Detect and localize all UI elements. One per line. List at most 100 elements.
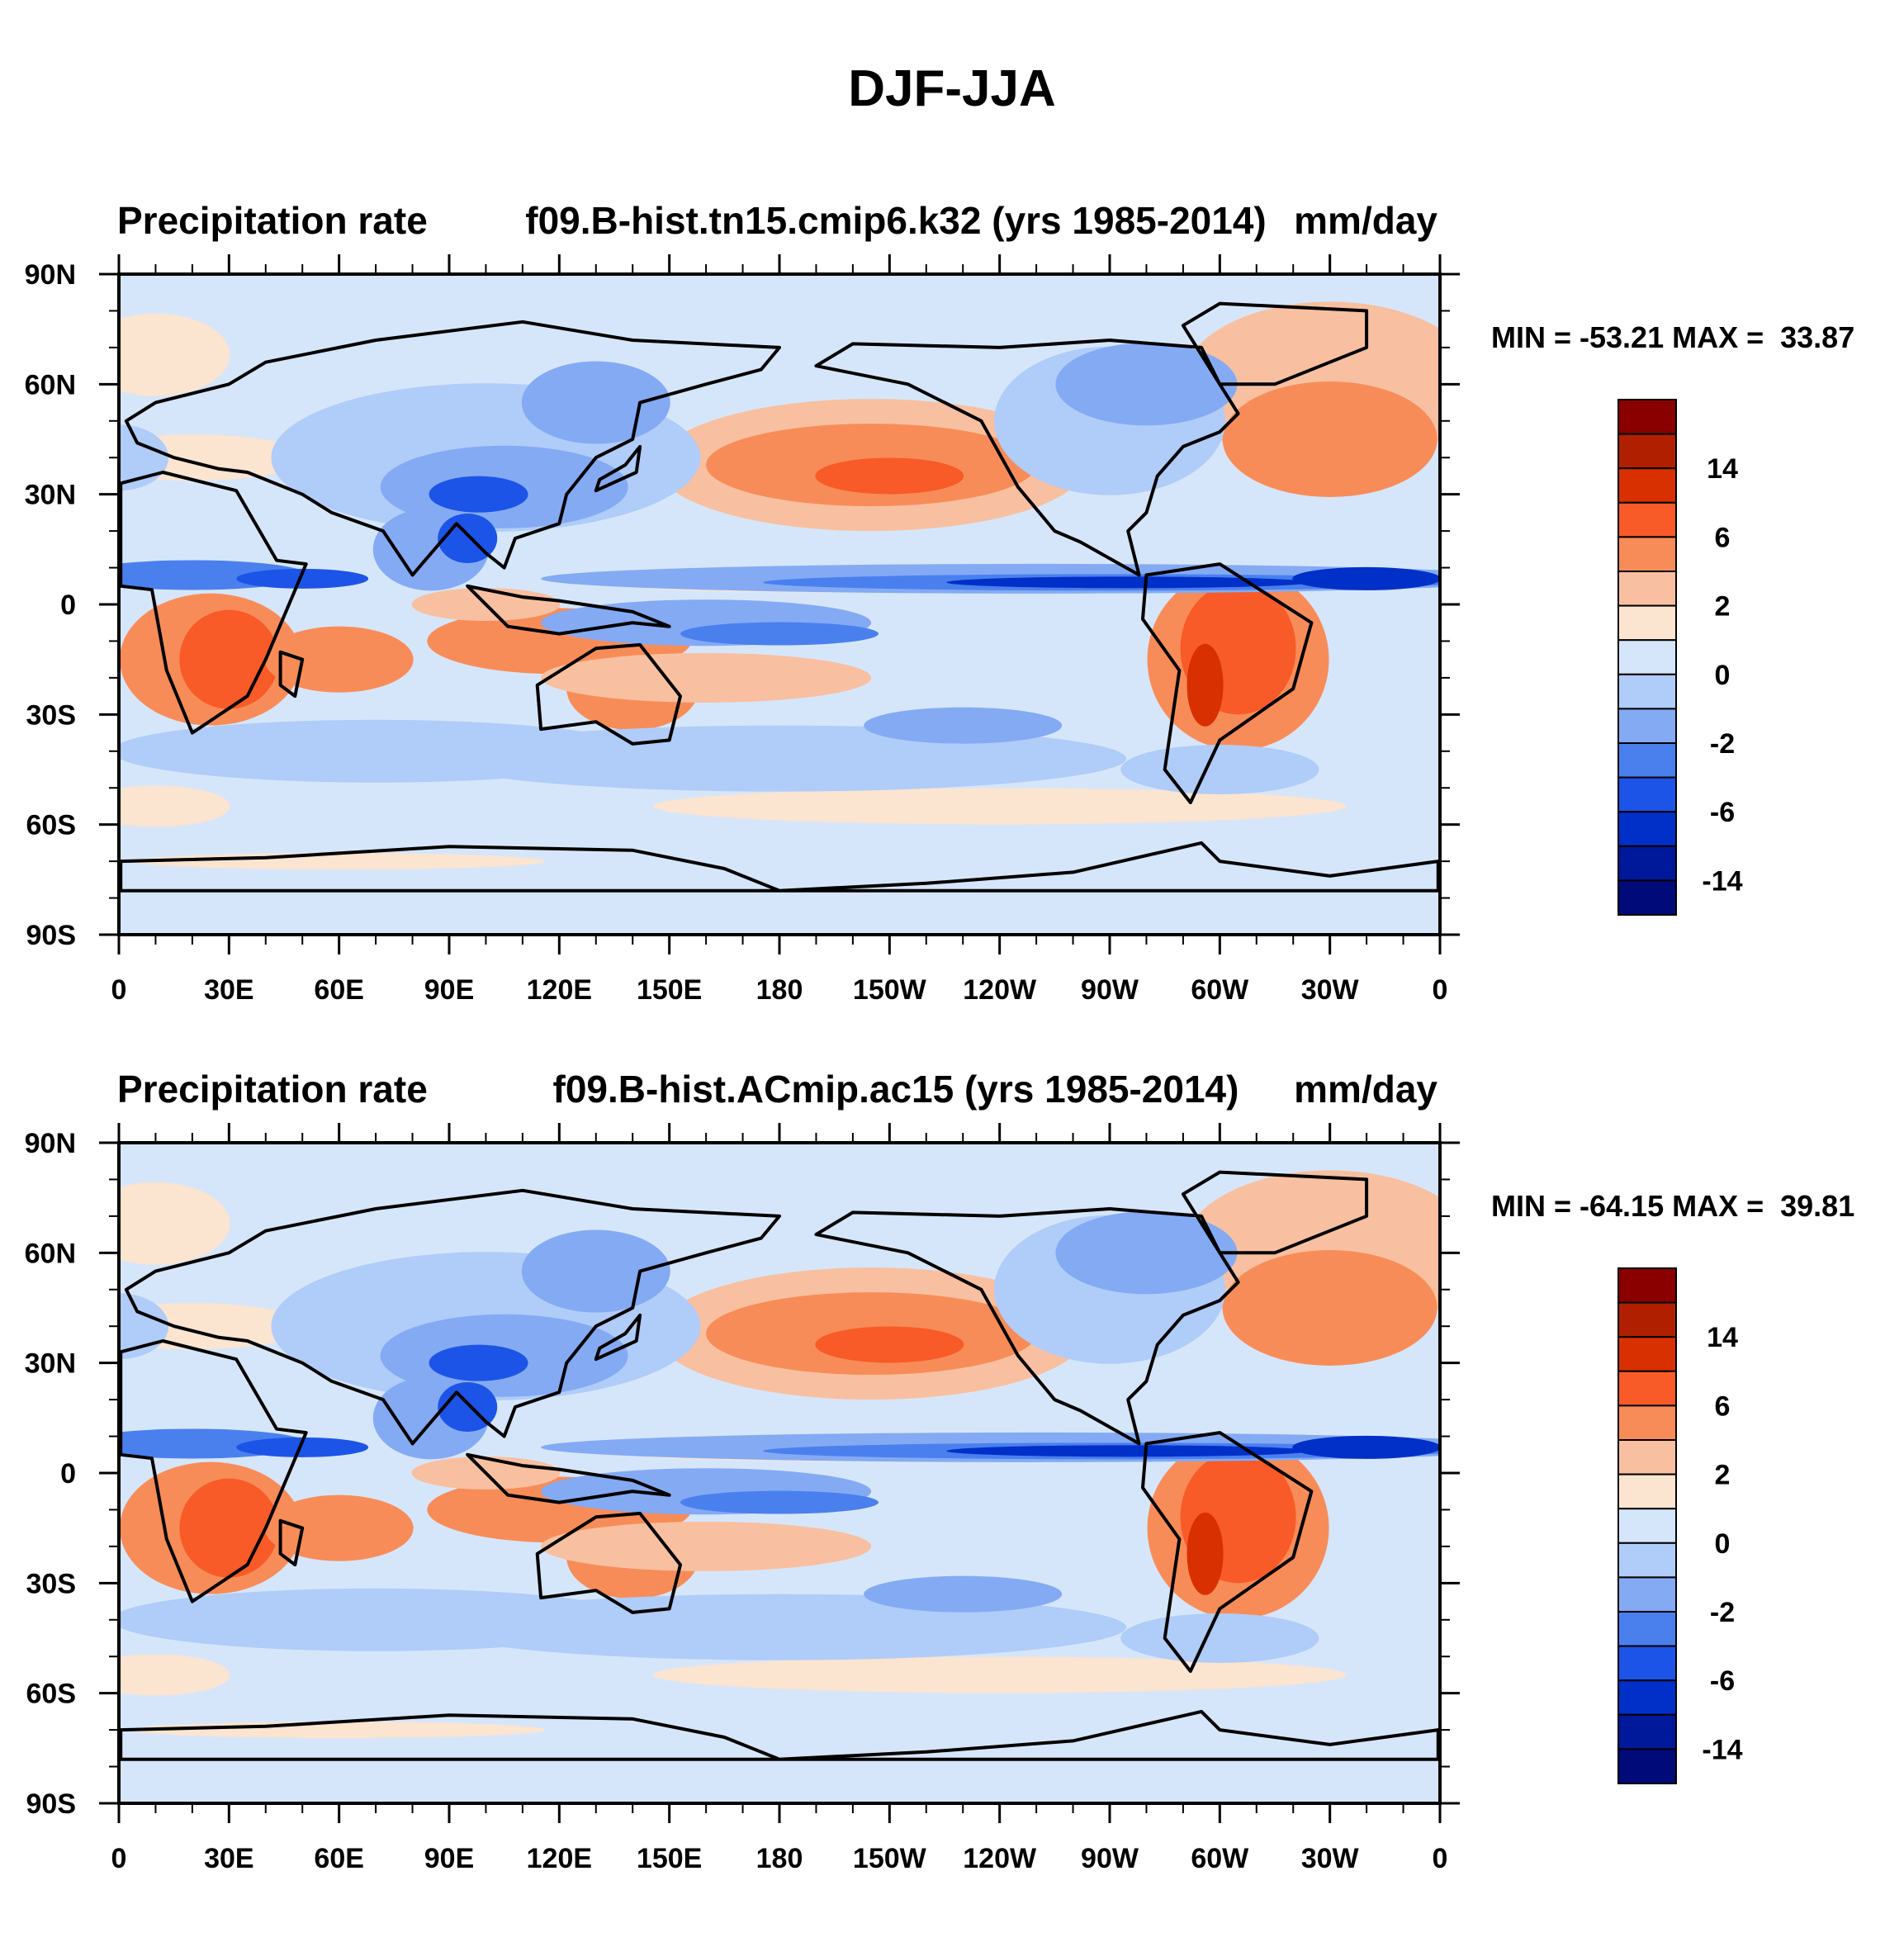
positive-anomaly xyxy=(179,609,279,709)
x-tick-label: 0 xyxy=(111,974,127,1006)
x-tick-label: 90W xyxy=(1081,1843,1139,1874)
colorbar: 14 6 2 0 -2 -6 -14 xyxy=(1617,1267,1743,1785)
positive-anomaly xyxy=(119,1182,230,1265)
south-america-coast xyxy=(1141,562,1314,804)
y-tick-label: 0 xyxy=(60,590,76,621)
y-tick-label: 30S xyxy=(26,699,77,731)
eurasia-coast xyxy=(124,1188,781,1446)
north-america-coast xyxy=(814,339,1240,577)
positive-anomaly xyxy=(119,434,308,481)
colorbar-label: 6 xyxy=(1715,1390,1731,1422)
colorbar-label: -2 xyxy=(1710,1597,1735,1628)
positive-anomaly xyxy=(119,785,230,827)
positive-anomaly xyxy=(1222,381,1437,497)
colorbar-swatch xyxy=(1617,1370,1677,1407)
negative-anomaly xyxy=(1292,1435,1440,1459)
colorbar-swatch xyxy=(1617,604,1677,642)
y-tick-label: 0 xyxy=(60,1458,76,1490)
colorbar-swatch xyxy=(1617,1542,1677,1579)
x-tick-label: 0 xyxy=(1433,1843,1448,1874)
x-tick-label: 30W xyxy=(1301,1843,1360,1874)
colorbar-swatch xyxy=(1617,1301,1677,1338)
negative-anomaly xyxy=(1055,343,1238,426)
colorbar-swatch xyxy=(1617,1336,1677,1372)
y-tick-label: 30S xyxy=(26,1568,77,1599)
japan-coast xyxy=(594,444,642,493)
x-tick-label: 60E xyxy=(314,1843,364,1874)
y-tick-label: 60S xyxy=(26,1679,77,1710)
positive-anomaly xyxy=(815,1326,964,1363)
x-tick-label: 150E xyxy=(637,974,702,1006)
x-tick-label: 0 xyxy=(111,1843,127,1874)
colorbar: 14 6 2 0 -2 -6 -14 xyxy=(1617,399,1743,917)
colorbar-swatch xyxy=(1617,467,1677,504)
greenland-coast xyxy=(1181,1170,1369,1255)
colorbar-swatch xyxy=(1617,639,1677,675)
positive-anomaly xyxy=(1186,1512,1224,1595)
colorbar-swatch xyxy=(1617,1611,1677,1647)
colorbar-label: -6 xyxy=(1710,797,1735,828)
antarctica-coast xyxy=(119,841,1440,893)
colorbar-swatch xyxy=(1617,811,1677,847)
positive-anomaly xyxy=(119,1303,308,1350)
y-axis: 90N 60N 30N 0 30S 60S 90S xyxy=(25,1128,1460,1820)
negative-anomaly xyxy=(521,1229,670,1313)
panel-center-label: f09.B-hist.tn15.cmip6.k32 (yrs 1985-2014… xyxy=(525,199,1267,242)
colorbar-label: -2 xyxy=(1710,728,1735,760)
colorbar-swatch xyxy=(1617,399,1677,435)
min-max-readout: MIN = -53.21 MAX = 33.87 xyxy=(1491,320,1855,354)
positive-anomaly xyxy=(132,1722,546,1739)
negative-anomaly xyxy=(864,707,1063,744)
colorbar-swatch xyxy=(1617,776,1677,813)
negative-anomaly xyxy=(429,476,528,513)
colorbar-label: 6 xyxy=(1715,522,1731,553)
positive-anomaly xyxy=(119,1654,230,1696)
colorbar-label: 2 xyxy=(1715,591,1731,623)
colorbar-swatch xyxy=(1617,501,1677,538)
colorbar-label: 2 xyxy=(1715,1460,1731,1491)
colorbar-swatch xyxy=(1617,708,1677,745)
colorbar-swatch xyxy=(1617,433,1677,470)
x-tick-label: 90E xyxy=(424,974,475,1006)
map-panel-top: Precipitation rate f09.B-hist.tn15.cmip6… xyxy=(0,198,1904,1073)
positive-anomaly xyxy=(1186,643,1224,727)
panel-left-label: Precipitation rate xyxy=(117,199,428,242)
x-tick-label: 60E xyxy=(314,974,364,1006)
colorbar-swatch xyxy=(1617,1645,1677,1682)
x-tick-label: 120W xyxy=(963,974,1037,1006)
madagascar-coast xyxy=(278,650,305,699)
maritime-continent-coast xyxy=(466,584,671,636)
negative-anomaly xyxy=(1120,745,1319,794)
australia-coast xyxy=(535,642,682,746)
y-tick-label: 60S xyxy=(26,810,77,841)
colorbar-swatch xyxy=(1617,1508,1677,1544)
colorbar-label: -14 xyxy=(1702,1734,1742,1765)
panel-units-label: mm/day xyxy=(1294,199,1437,242)
negative-anomaly xyxy=(236,1437,369,1457)
x-tick-label: 180 xyxy=(756,974,803,1006)
positive-anomaly xyxy=(179,1478,279,1578)
y-tick-label: 90S xyxy=(26,920,77,951)
precip-map-svg: 0 30E 60E 90E 120E 150E 180 150W 120W 90W 60W 30W 09… xyxy=(25,1123,1743,1874)
colorbar-swatch xyxy=(1617,742,1677,779)
north-america-coast xyxy=(814,1207,1240,1446)
colorbar-label: 14 xyxy=(1707,1322,1738,1353)
y-axis: 90N 60N 30N 0 30S 60S 90S xyxy=(25,259,1460,951)
panel-units-label: mm/day xyxy=(1294,1068,1437,1111)
australia-coast xyxy=(535,1511,682,1614)
x-tick-label: 60W xyxy=(1191,1843,1249,1874)
eurasia-coast xyxy=(124,320,781,577)
negative-anomaly xyxy=(429,1344,528,1381)
colorbar-swatch xyxy=(1617,1679,1677,1716)
greenland-coast xyxy=(1181,301,1369,386)
figure-title: DJF-JJA xyxy=(848,60,1056,117)
colorbar-swatch xyxy=(1617,536,1677,572)
x-tick-label: 120E xyxy=(527,974,592,1006)
colorbar-swatch xyxy=(1617,1404,1677,1441)
x-tick-label: 90E xyxy=(424,1843,475,1874)
x-tick-label: 120E xyxy=(527,1843,592,1874)
min-max-readout: MIN = -64.15 MAX = 39.81 xyxy=(1491,1189,1855,1223)
antarctica-coast xyxy=(119,1709,1440,1761)
precip-map-svg: 0 30E 60E 90E 120E 150E 180 150W 120W 90W 60W 30W 09… xyxy=(25,254,1743,1006)
negative-anomaly xyxy=(521,361,670,444)
